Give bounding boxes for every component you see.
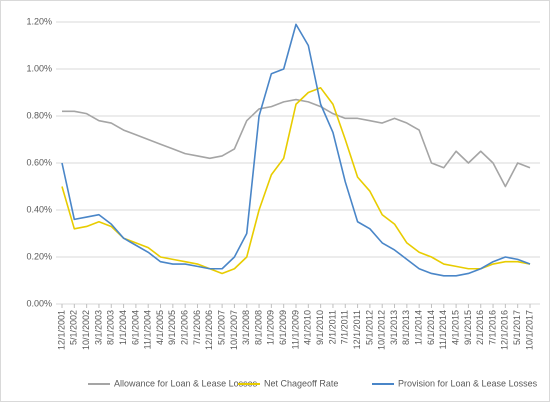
x-tick-label: 1/1/2009 — [266, 310, 276, 345]
legend-label: Provision for Loan & Lease Losses — [398, 378, 538, 388]
series-line — [62, 98, 531, 188]
x-tick-label: 11/1/2004 — [143, 310, 153, 349]
x-tick-label: 2/1/2016 — [475, 310, 485, 345]
x-tick-label: 1/1/2004 — [118, 310, 128, 345]
y-tick-label: 0.40% — [26, 204, 52, 214]
legend-label: Net Chageoff Rate — [264, 378, 338, 388]
x-tick-label: 11/1/2009 — [290, 310, 300, 349]
x-tick-label: 12/1/2001 — [56, 310, 66, 350]
x-tick-label: 5/1/2012 — [364, 310, 374, 345]
x-tick-label: 8/1/2008 — [253, 310, 263, 345]
x-tick-label: 3/1/2008 — [241, 310, 251, 345]
x-tick-label: 2/1/2006 — [180, 310, 190, 345]
x-tick-label: 12/1/2016 — [500, 310, 510, 350]
x-tick-label: 6/1/2004 — [130, 310, 140, 345]
series-line — [61, 23, 531, 277]
y-tick-label: 0.20% — [26, 251, 52, 261]
x-tick-label: 10/1/2017 — [524, 310, 534, 350]
y-tick-label: 0.80% — [26, 110, 52, 120]
x-tick-label: 9/1/2015 — [463, 310, 473, 345]
x-tick-label: 12/1/2011 — [352, 310, 362, 349]
x-tick-label: 10/1/2012 — [377, 310, 387, 350]
series-line — [61, 87, 531, 275]
y-tick-label: 0.00% — [26, 298, 52, 308]
y-tick-label: 1.00% — [26, 63, 52, 73]
x-tick-label: 9/1/2010 — [315, 310, 325, 345]
x-tick-label: 7/1/2016 — [487, 310, 497, 345]
y-tick-label: 1.20% — [26, 16, 52, 26]
x-tick-label: 4/1/2005 — [155, 310, 165, 345]
y-tick-label: 0.60% — [26, 157, 52, 167]
x-tick-label: 4/1/2010 — [303, 310, 313, 345]
x-tick-label: 5/1/2007 — [216, 310, 226, 345]
x-tick-label: 10/1/2002 — [81, 310, 91, 350]
x-tick-label: 3/1/2003 — [93, 310, 103, 345]
x-tick-label: 5/1/2002 — [69, 310, 79, 345]
x-tick-label: 3/1/2013 — [389, 310, 399, 345]
x-tick-label: 9/1/2005 — [167, 310, 177, 345]
x-tick-label: 6/1/2009 — [278, 310, 288, 345]
x-tick-label: 8/1/2003 — [106, 310, 116, 345]
x-tick-label: 5/1/2017 — [512, 310, 522, 345]
x-tick-label: 12/1/2006 — [204, 310, 214, 350]
x-tick-label: 11/1/2014 — [438, 310, 448, 349]
x-tick-label: 7/1/2011 — [340, 310, 350, 344]
x-tick-label: 1/1/2014 — [414, 310, 424, 345]
x-tick-label: 2/1/2011 — [327, 310, 337, 344]
x-tick-label: 7/1/2006 — [192, 310, 202, 345]
x-tick-label: 10/1/2007 — [229, 310, 239, 350]
x-tick-label: 4/1/2015 — [450, 310, 460, 345]
legend-label: Allowance for Loan & Lease Losses — [114, 378, 258, 388]
x-tick-label: 6/1/2014 — [426, 310, 436, 345]
x-tick-label: 8/1/2013 — [401, 310, 411, 345]
